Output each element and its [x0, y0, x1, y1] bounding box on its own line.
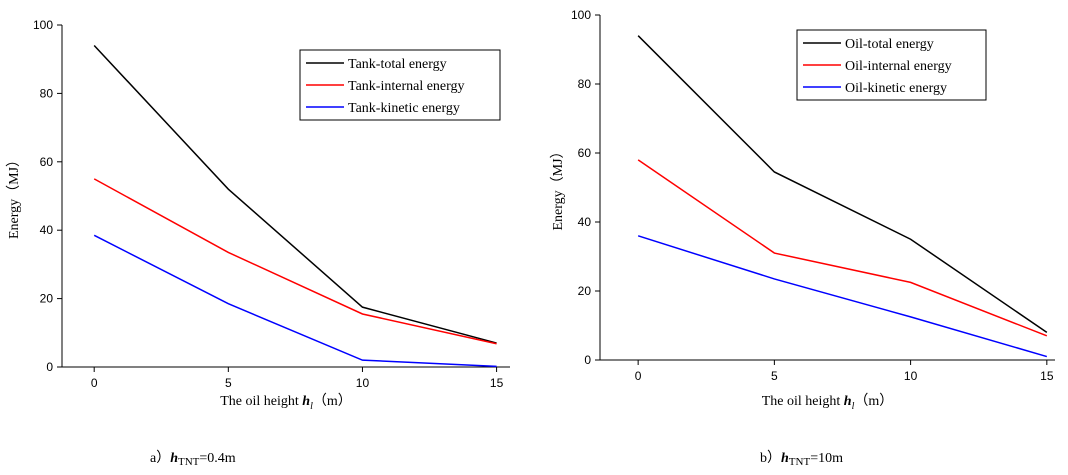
x-label-unit: （m）	[313, 393, 352, 409]
legend-label: Oil-internal energy	[845, 59, 952, 74]
caption-prefix: b）	[760, 450, 781, 466]
chart: 0 20 40 60 80 100 0 5 10 15 Oil-total energy Oil-in…	[550, 8, 1055, 468]
y-axis-label: Energy（MJ）	[6, 153, 22, 239]
x-label-var: h	[302, 394, 310, 409]
legend-label: Tank-kinetic energy	[348, 101, 460, 116]
legend-label: Tank-internal energy	[348, 79, 465, 94]
caption-var: h	[170, 451, 178, 466]
series-line	[637, 235, 1048, 358]
caption-sub: TNT	[789, 456, 811, 468]
y-tick-label: 0	[584, 353, 591, 367]
x-axis-label: The oil height hl（m）	[762, 393, 894, 412]
y-tick-label: 100	[571, 8, 591, 22]
x-tick-label: 5	[771, 369, 778, 383]
legend-box	[796, 29, 987, 101]
caption-suffix: =10m	[810, 451, 843, 466]
y-tick-label: 40	[578, 215, 592, 229]
y-axis-label: Energy（MJ）	[550, 144, 566, 230]
series-line	[637, 35, 1048, 334]
legend-label: Oil-total energy	[845, 37, 934, 52]
series-line	[93, 178, 497, 345]
y-tick-label: 60	[40, 155, 54, 169]
y-tick-label: 40	[40, 223, 54, 237]
caption: b）hTNT=10m	[760, 450, 843, 468]
x-label-text: The oil height	[762, 394, 844, 409]
legend: Tank-total energy Tank-internal energy Tan…	[299, 49, 501, 121]
x-tick-label: 10	[904, 369, 918, 383]
legend-label: Tank-total energy	[348, 57, 447, 72]
x-tick-label: 10	[356, 376, 370, 390]
y-tick-label: 60	[578, 146, 592, 160]
caption-var: h	[781, 451, 789, 466]
x-tick-label: 0	[635, 369, 642, 383]
y-tick-label: 100	[33, 18, 53, 32]
legend: Oil-total energy Oil-internal energy Oil-k…	[796, 29, 987, 101]
y-tick-label: 80	[578, 77, 592, 91]
x-label-var: h	[844, 394, 852, 409]
x-label-unit: （m）	[854, 393, 893, 409]
caption: a）hTNT=0.4m	[150, 450, 236, 468]
x-label-text: The oil height	[220, 394, 302, 409]
x-label-sub: l	[852, 401, 855, 412]
y-tick-label: 0	[46, 360, 53, 374]
series-line	[93, 234, 497, 368]
x-axis-label: The oil height hl（m）	[220, 393, 352, 412]
x-tick-label: 15	[1040, 369, 1054, 383]
caption-suffix: =0.4m	[199, 451, 235, 466]
x-tick-label: 5	[225, 376, 232, 390]
x-label-sub: l	[310, 401, 313, 412]
legend-label: Oil-kinetic energy	[845, 81, 947, 96]
x-tick-label: 0	[91, 376, 98, 390]
caption-prefix: a）	[150, 450, 170, 466]
series-line	[93, 45, 497, 344]
y-tick-label: 80	[40, 86, 54, 100]
caption-sub: TNT	[178, 456, 200, 468]
y-tick-label: 20	[578, 284, 592, 298]
x-tick-label: 15	[490, 376, 504, 390]
series-line	[637, 159, 1048, 337]
y-tick-label: 20	[40, 292, 54, 306]
